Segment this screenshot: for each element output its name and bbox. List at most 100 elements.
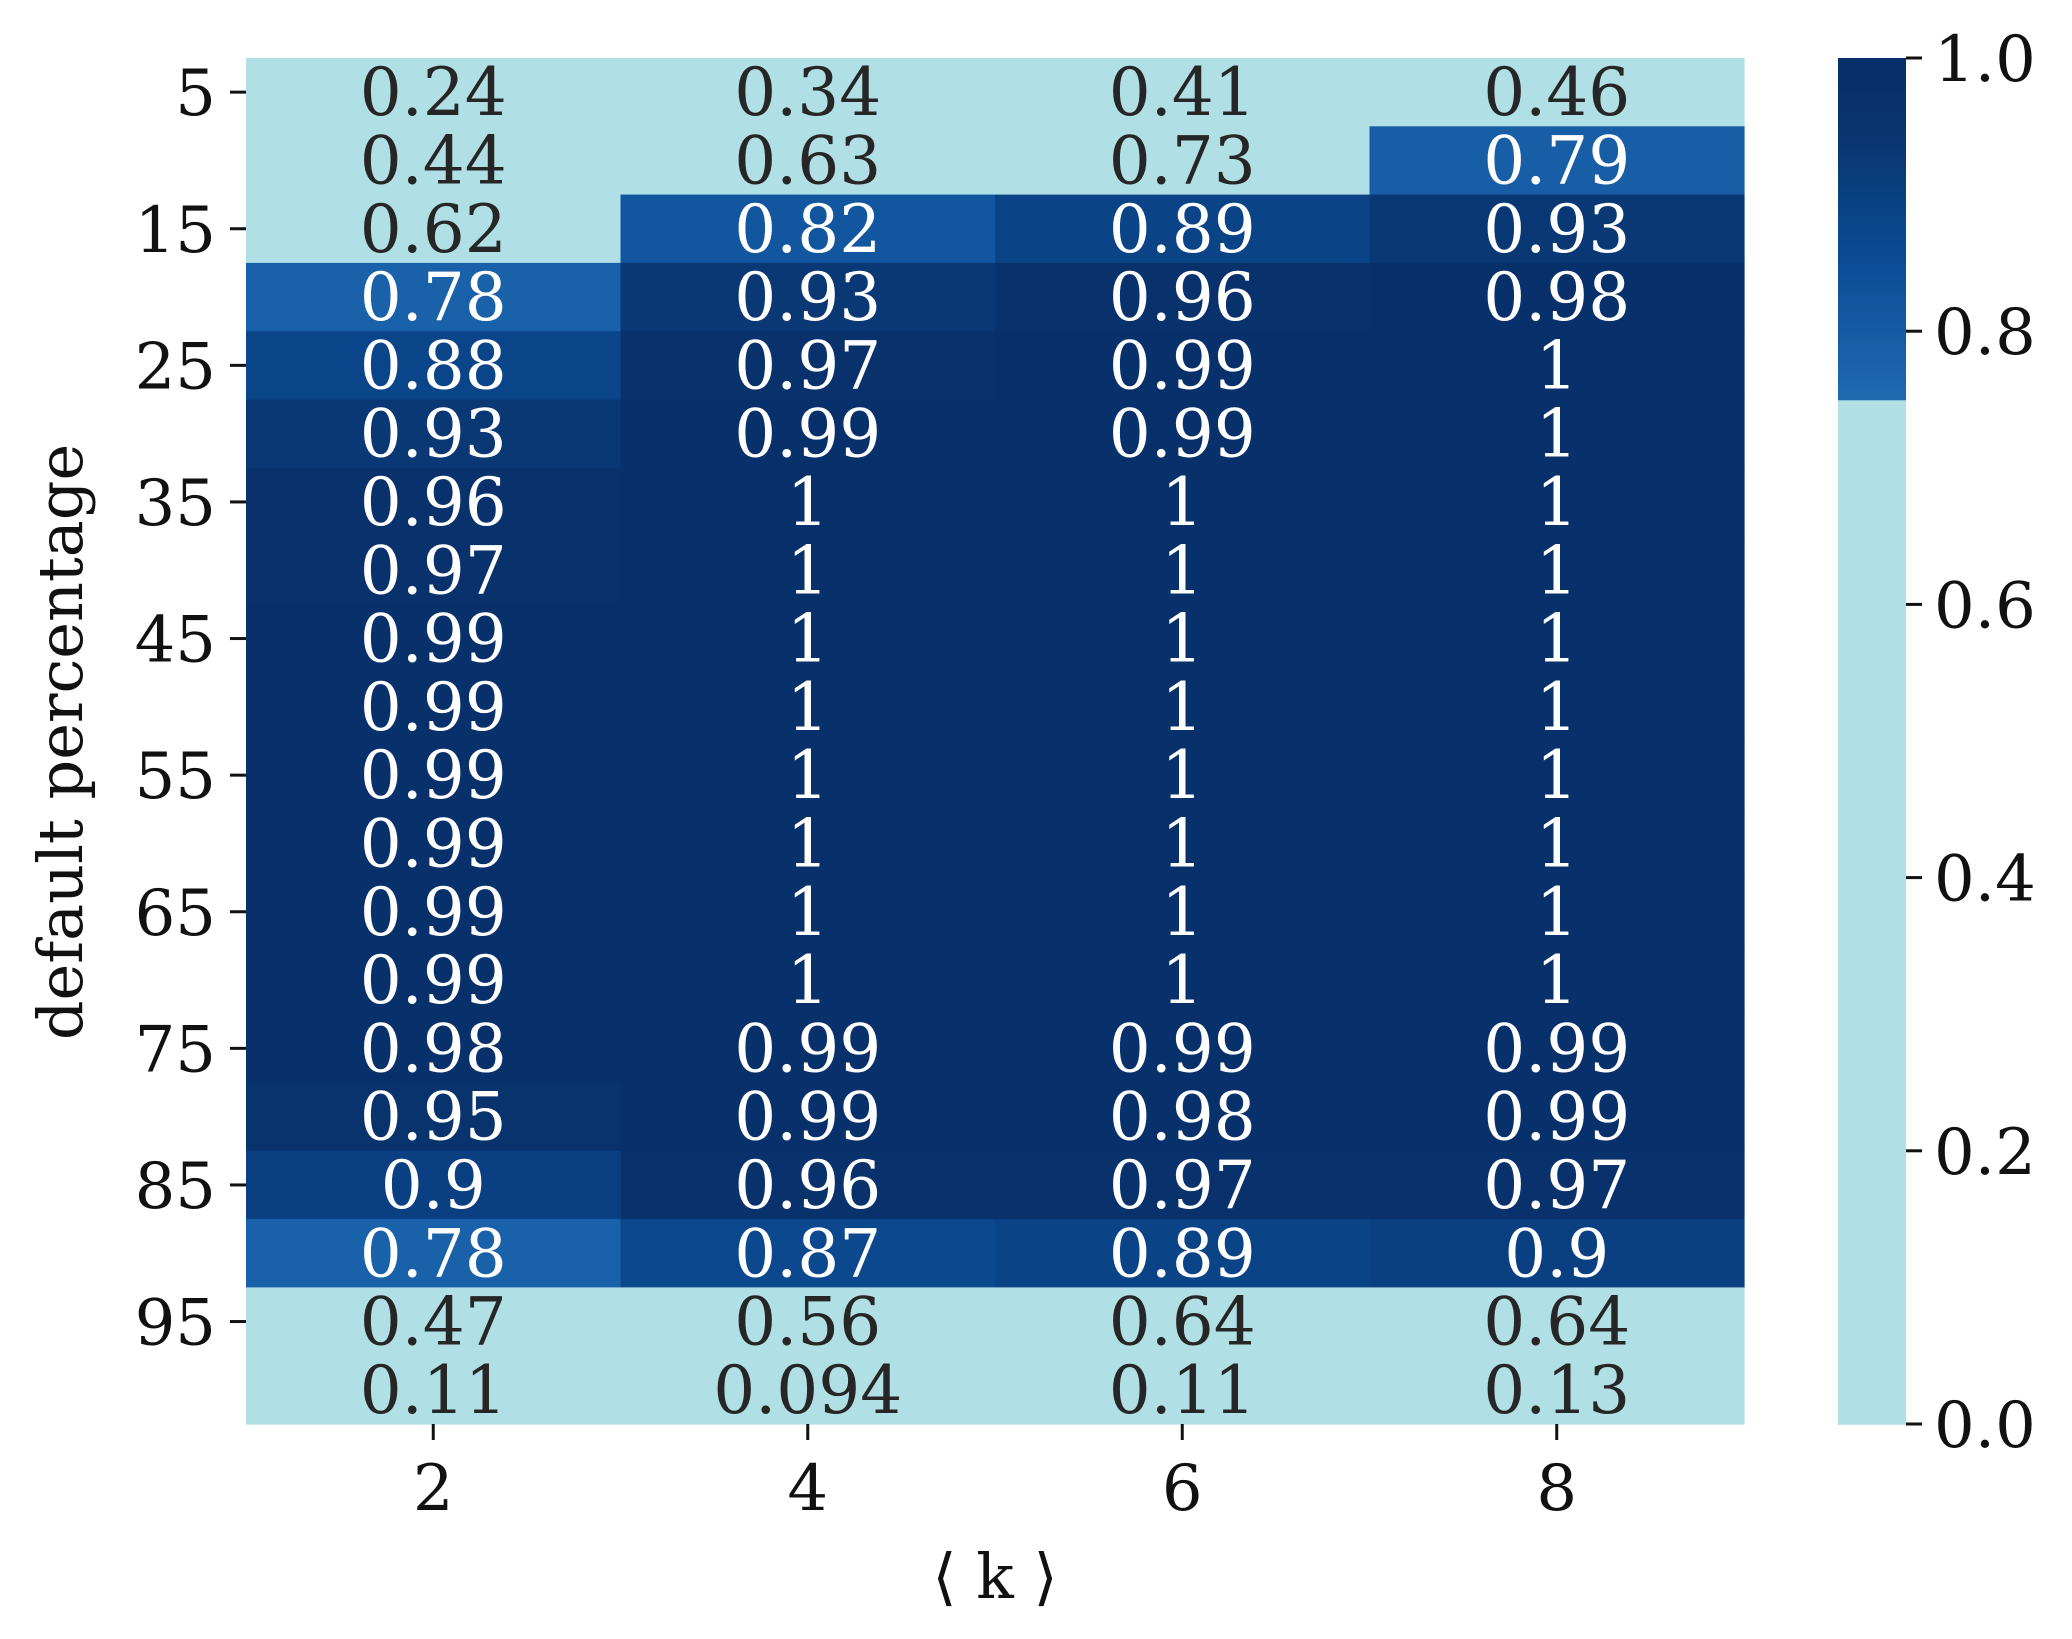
- heatmap-cell: [1369, 58, 1745, 127]
- colorbar-segment: [1838, 454, 1906, 462]
- cell-value-label: 0.13: [1483, 1352, 1630, 1429]
- colorbar-segment: [1838, 809, 1906, 817]
- colorbar-segment: [1838, 194, 1906, 203]
- heatmap-cell: [246, 126, 622, 196]
- colorbar-segment: [1838, 1137, 1906, 1145]
- colorbar-tick-label: 0.2: [1934, 1116, 2036, 1190]
- x-axis: 2 4 6 8: [413, 1424, 1577, 1526]
- colorbar-segment: [1838, 1396, 1906, 1405]
- colorbar-segment: [1838, 850, 1906, 858]
- heatmap-cell: [1369, 331, 1745, 401]
- cell-value-label: 0.98: [1109, 1079, 1256, 1156]
- heatmap-cell: [995, 1082, 1371, 1152]
- cell-value-label: 0.98: [1483, 259, 1630, 336]
- colorbar-segment: [1838, 898, 1906, 906]
- heatmap-cell: [1369, 1287, 1745, 1357]
- colorbar-segment: [1838, 324, 1906, 332]
- colorbar-segment: [1838, 433, 1906, 442]
- heatmap-cell: [995, 1150, 1371, 1220]
- colorbar-segment: [1838, 1219, 1906, 1227]
- colorbar-segment: [1838, 611, 1906, 619]
- heatmap-cell: [246, 1014, 622, 1084]
- colorbar-segment: [1838, 1287, 1906, 1296]
- colorbar-segment: [1838, 180, 1906, 189]
- cell-value-label: 1: [787, 805, 829, 882]
- heatmap-cell: [246, 1287, 622, 1357]
- heatmap-cell: [995, 1219, 1371, 1288]
- colorbar-segment: [1838, 242, 1906, 251]
- cell-value-label: 0.89: [1109, 1215, 1256, 1292]
- cell-value-label: 0.99: [1109, 1010, 1256, 1087]
- colorbar-segment: [1838, 1034, 1906, 1043]
- colorbar-segment: [1838, 1273, 1906, 1282]
- heatmap-cell: [246, 809, 622, 879]
- colorbar-segment: [1838, 904, 1906, 913]
- heatmap-cell: [1369, 877, 1745, 947]
- colorbar-segment: [1838, 1294, 1906, 1302]
- colorbar-segment: [1838, 426, 1906, 435]
- y-axis: 5 15 25 35 45 55 65 75 85 95: [135, 57, 246, 1361]
- colorbar-segment: [1838, 829, 1906, 838]
- colorbar-segment: [1838, 249, 1906, 257]
- cell-value-label: 1: [1536, 805, 1578, 882]
- cell-value-label: 1: [1536, 669, 1578, 746]
- heatmap-cell-labels: 0.24 0.34 0.41 0.46 0.44 0.63 0.73 0.79 0.62 0.82…: [360, 54, 1630, 1429]
- colorbar-segment: [1838, 542, 1906, 551]
- heatmap-cell: [995, 467, 1371, 537]
- colorbar-segment: [1838, 1143, 1906, 1152]
- cell-value-label: 0.47: [360, 1284, 507, 1361]
- colorbar-segment: [1838, 1007, 1906, 1015]
- heatmap-cell: [995, 672, 1371, 742]
- colorbar-segment: [1838, 1314, 1906, 1323]
- colorbar-segment: [1838, 256, 1906, 264]
- heatmap-cell: [1369, 809, 1745, 879]
- colorbar-segment: [1838, 713, 1906, 722]
- colorbar-segment: [1838, 481, 1906, 490]
- heatmap-cell: [620, 331, 996, 401]
- heatmap-cell: [246, 399, 622, 469]
- colorbar-segment: [1838, 1232, 1906, 1241]
- cell-value-label: 1: [1161, 464, 1203, 541]
- colorbar-segment: [1838, 1000, 1906, 1009]
- heatmap-cell: [246, 1355, 622, 1425]
- heatmap-cell: [246, 877, 622, 947]
- colorbar-segment: [1838, 406, 1906, 414]
- colorbar-segment: [1838, 508, 1906, 517]
- heatmap-cell: [1369, 1150, 1745, 1220]
- heatmap-cell: [995, 126, 1371, 196]
- cell-value-label: 0.11: [1109, 1352, 1256, 1429]
- colorbar-segment: [1838, 338, 1906, 346]
- heatmap-cell: [246, 58, 622, 127]
- cell-value-label: 0.97: [734, 327, 881, 404]
- heatmap-cell: [1369, 1219, 1745, 1288]
- colorbar-segment: [1838, 235, 1906, 244]
- heatmap-cell: [620, 399, 996, 469]
- cell-value-label: 1: [787, 601, 829, 678]
- colorbar-segment: [1838, 1348, 1906, 1357]
- heatmap-cell: [995, 536, 1371, 605]
- colorbar-segment: [1838, 549, 1906, 558]
- colorbar-segment: [1838, 1178, 1906, 1186]
- y-tick-label: 55: [135, 740, 216, 814]
- colorbar-segment: [1838, 440, 1906, 449]
- heatmap-cell: [620, 194, 996, 264]
- colorbar-segment: [1838, 700, 1906, 708]
- cell-value-label: 1: [787, 737, 829, 814]
- cell-value-label: 0.97: [1109, 1147, 1256, 1224]
- colorbar-segment: [1838, 467, 1906, 476]
- cell-value-label: 1: [787, 874, 829, 951]
- heatmap-cell: [246, 604, 622, 674]
- colorbar-segment: [1838, 262, 1906, 271]
- heatmap-cell: [1369, 945, 1745, 1015]
- colorbar-segment: [1838, 1184, 1906, 1193]
- cell-value-label: 0.63: [734, 122, 881, 199]
- cell-value-label: 0.99: [734, 396, 881, 473]
- heatmap-cell: [995, 604, 1371, 674]
- x-tick-label: 4: [787, 1452, 828, 1526]
- colorbar-segment: [1838, 1328, 1906, 1337]
- colorbar-segment: [1838, 1410, 1906, 1418]
- x-tick-label: 2: [413, 1452, 454, 1526]
- heatmap-cell: [620, 1355, 996, 1425]
- colorbar-segment: [1838, 1014, 1906, 1022]
- y-tick-label: 5: [175, 57, 216, 131]
